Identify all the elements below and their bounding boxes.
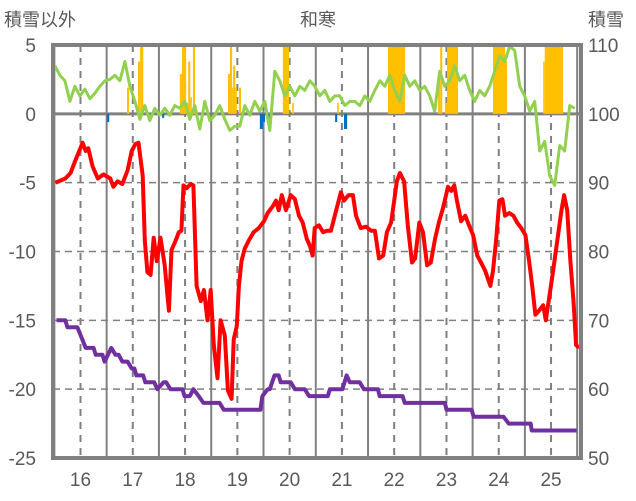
right-tick-label: 110 xyxy=(588,36,618,57)
precip-bar xyxy=(190,97,192,114)
x-tick-label: 22 xyxy=(384,470,405,491)
precip-bar xyxy=(138,61,141,114)
precip-bar xyxy=(438,73,441,114)
right-tick-label: 70 xyxy=(588,311,609,332)
x-tick-label: 25 xyxy=(540,470,561,491)
precip-bar xyxy=(259,113,263,129)
left-tick-label: -5 xyxy=(19,174,36,195)
right-axis-title: 積雪 xyxy=(588,10,624,31)
precip-bar xyxy=(179,73,182,114)
precip-bar xyxy=(188,61,191,114)
x-tick-label: 19 xyxy=(227,470,248,491)
chart-title: 和寒 xyxy=(300,10,336,31)
precip-bar xyxy=(335,113,338,123)
precip-bar xyxy=(162,113,165,118)
precip-bar xyxy=(493,45,506,114)
x-tick-label: 17 xyxy=(122,470,143,491)
precip-bar xyxy=(282,45,290,114)
precip-bar xyxy=(505,61,508,114)
bars xyxy=(107,45,564,129)
precip-bar xyxy=(230,45,233,114)
precip-bar xyxy=(292,102,294,114)
left-tick-label: -10 xyxy=(9,243,36,264)
precip-bar xyxy=(238,87,242,114)
precip-bar xyxy=(262,113,266,123)
precip-bar xyxy=(235,87,237,114)
right-tick-label: 60 xyxy=(588,380,609,401)
precip-bar xyxy=(543,61,545,114)
x-tick-label: 18 xyxy=(174,470,195,491)
left-tick-label: -20 xyxy=(9,380,36,401)
x-tick-label: 23 xyxy=(436,470,457,491)
green-series-line xyxy=(53,44,576,187)
precip-bar xyxy=(232,87,234,114)
right-tick-label: 90 xyxy=(588,174,609,195)
precip-bar xyxy=(127,87,130,114)
precip-bar xyxy=(107,113,110,123)
precip-bar xyxy=(140,45,144,114)
precip-bar xyxy=(192,45,195,114)
left-tick-label: 5 xyxy=(25,36,36,57)
series-lines xyxy=(53,44,581,433)
x-tick-label: 16 xyxy=(70,470,91,491)
precip-bar xyxy=(227,73,231,114)
x-tick-label: 20 xyxy=(279,470,300,491)
right-tick-label: 80 xyxy=(588,243,609,264)
left-tick-label: 0 xyxy=(25,105,36,126)
plot-border xyxy=(51,43,583,460)
precip-bar xyxy=(337,102,339,114)
precip-bar xyxy=(344,113,348,129)
purple-series-line xyxy=(56,318,577,433)
precip-bar xyxy=(447,45,458,114)
precip-bar xyxy=(181,45,187,114)
x-tick-label: 24 xyxy=(488,470,510,491)
right-tick-label: 100 xyxy=(588,105,620,126)
precip-bar xyxy=(233,65,236,114)
right-tick-label: 50 xyxy=(588,449,609,470)
precip-bar xyxy=(444,102,448,114)
left-tick-label: -15 xyxy=(9,311,36,332)
x-tick-label: 21 xyxy=(331,470,352,491)
left-tick-label: -25 xyxy=(9,449,36,470)
plot-frame xyxy=(51,43,583,460)
red-series-line xyxy=(54,140,581,401)
precip-bar xyxy=(544,45,564,114)
left-axis-title: 積雪以外 xyxy=(4,10,76,31)
